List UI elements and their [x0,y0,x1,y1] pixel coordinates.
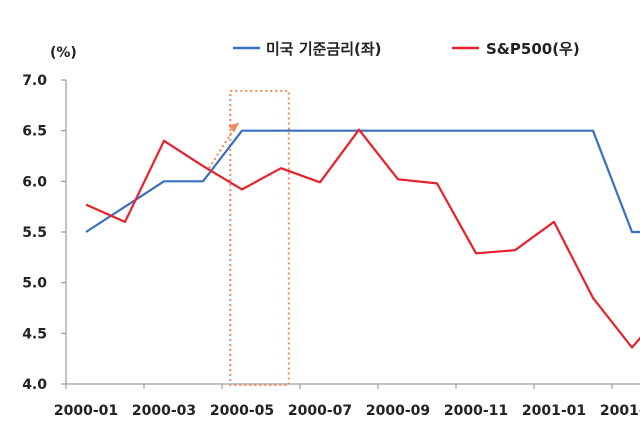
y-tick-label: 5.0 [22,276,47,292]
y-axis-ticks: 7.0 6.5 6.0 5.5 5.0 4.5 4.0 [22,73,66,393]
x-tick-label: 2001-03 [600,403,640,419]
x-tick-label: 2001-01 [522,403,586,419]
highlight-arrow-shaft [208,125,237,169]
y-tick-label: 6.0 [22,174,47,190]
y-tick-label: 6.5 [22,124,47,140]
fed-rate-line [85,129,640,234]
x-tick-label: 2000-07 [288,403,352,419]
y-axis: 7.0 6.5 6.0 5.5 5.0 4.5 4.0 [22,73,67,393]
series-lines [85,128,640,349]
x-tick-label: 2000-09 [366,403,430,419]
sp500-line [85,128,640,349]
x-axis-ticks: 2000-01 2000-03 2000-05 2000-07 2000-09 2000-… [54,384,640,419]
x-tick-label: 2000-03 [132,403,196,419]
highlight-box [229,90,290,386]
y-tick-label: 4.0 [22,377,47,393]
x-tick-label: 2000-11 [444,403,508,419]
highlight-arrow-head [228,122,240,133]
y-tick-label: 7.0 [22,73,47,89]
y-tick-label: 5.5 [22,225,47,241]
highlight-annotation [208,90,290,386]
y-axis-unit-label: (%) [50,45,77,61]
y-tick-label: 4.5 [22,326,47,342]
x-tick-label: 2000-01 [54,403,118,419]
x-tick-label: 2000-05 [210,403,274,419]
legend-label-sp500: S&P500(우) [486,40,580,58]
legend-label-fed-rate: 미국 기준금리(좌) [266,40,382,58]
legend: 미국 기준금리(좌) S&P500(우) [233,40,580,58]
x-axis: 2000-01 2000-03 2000-05 2000-07 2000-09 2000-… [54,383,640,419]
